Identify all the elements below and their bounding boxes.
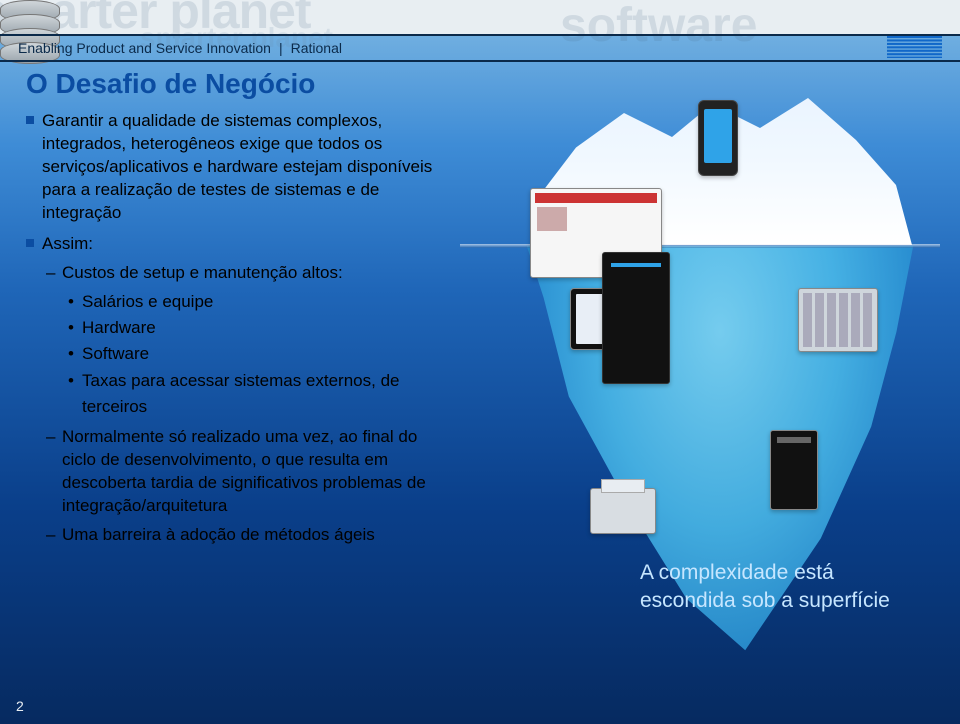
bullet-lvl2: Normalmente só realizado uma vez, ao fin… [42, 426, 456, 518]
page-number: 2 [16, 698, 24, 714]
bullet-lvl2: Custos de setup e manutenção altos: Salá… [42, 262, 456, 421]
slide-title: O Desafio de Negócio [26, 68, 456, 100]
bullet-lvl1: Assim: Custos de setup e manutenção alto… [26, 233, 456, 547]
header-brand: Rational [291, 40, 342, 56]
header-bar: Enabling Product and Service Innovation … [0, 34, 960, 62]
bullet-lvl1-text: Assim: [42, 234, 93, 253]
header-product-line: Enabling Product and Service Innovation [18, 40, 271, 56]
header-divider: | [279, 40, 283, 56]
bullet-lvl2: Uma barreira à adoção de métodos ágeis [42, 524, 456, 547]
mainframe-icon [602, 252, 670, 384]
bullet-lvl2-text: Custos de setup e manutenção altos: [62, 263, 343, 282]
bullet-lvl3: Software [62, 341, 456, 367]
storage-array-icon [798, 288, 878, 352]
bullet-lvl3: Taxas para acessar sistemas externos, de… [62, 368, 456, 421]
bullet-lvl3: Salários e equipe [62, 289, 456, 315]
callout-text: A complexidade está escondida sob a supe… [640, 559, 890, 614]
text-content: O Desafio de Negócio Garantir a qualidad… [26, 68, 456, 555]
smartphone-icon [698, 100, 738, 176]
server-tower-icon [770, 430, 818, 510]
ibm-logo-icon [887, 34, 942, 60]
bullet-lvl3: Hardware [62, 315, 456, 341]
printer-icon [590, 488, 656, 534]
bullet-lvl1: Garantir a qualidade de sistemas complex… [26, 110, 456, 225]
